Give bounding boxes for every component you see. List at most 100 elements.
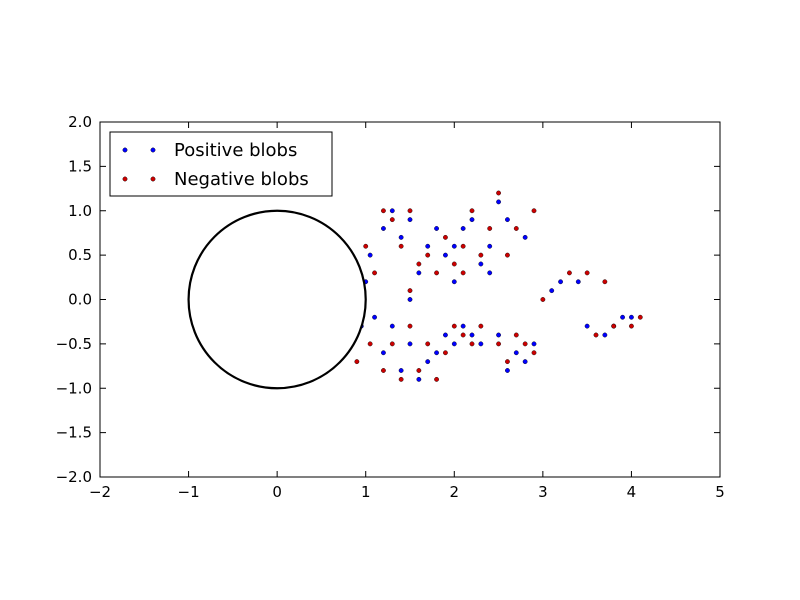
point-negative-43 (355, 359, 359, 363)
point-negative-6 (496, 191, 500, 195)
point-positive-0 (390, 209, 394, 213)
point-negative-18 (426, 342, 430, 346)
unit-circle (189, 211, 366, 389)
point-negative-19 (443, 351, 447, 355)
y-tick-label: 1.5 (68, 157, 92, 175)
point-negative-31 (470, 342, 474, 346)
point-negative-5 (479, 253, 483, 257)
point-positive-5 (479, 262, 483, 266)
point-negative-4 (461, 244, 465, 248)
point-negative-47 (461, 271, 465, 275)
point-positive-39 (629, 315, 633, 319)
point-positive-12 (399, 235, 403, 239)
legend-marker-negative (151, 177, 155, 181)
point-negative-15 (381, 209, 385, 213)
x-tick-label: 3 (538, 483, 548, 501)
point-negative-41 (368, 342, 372, 346)
point-negative-26 (434, 377, 438, 381)
point-positive-22 (496, 333, 500, 337)
circle-layer (189, 211, 366, 389)
point-positive-13 (434, 226, 438, 230)
x-tick-label: −1 (178, 483, 200, 501)
point-positive-16 (390, 324, 394, 328)
point-positive-29 (399, 368, 403, 372)
point-negative-30 (381, 368, 385, 372)
x-tick-label: 5 (715, 483, 725, 501)
point-negative-27 (452, 324, 456, 328)
point-positive-21 (479, 342, 483, 346)
point-positive-35 (603, 333, 607, 337)
point-positive-19 (443, 333, 447, 337)
legend: Positive blobs Negative blobs (110, 132, 332, 196)
legend-marker-positive (151, 148, 155, 152)
y-tick-label: 0.5 (68, 246, 92, 264)
point-negative-14 (488, 226, 492, 230)
point-positive-1 (408, 217, 412, 221)
y-tick-label: 1.0 (68, 202, 92, 220)
legend-label-positive: Positive blobs (174, 140, 297, 161)
point-negative-22 (496, 342, 500, 346)
point-positive-27 (452, 342, 456, 346)
point-positive-37 (550, 288, 554, 292)
point-negative-45 (523, 342, 527, 346)
point-negative-24 (532, 351, 536, 355)
point-negative-32 (567, 271, 571, 275)
point-positive-24 (532, 342, 536, 346)
point-positive-46 (408, 297, 412, 301)
point-positive-14 (488, 244, 492, 248)
point-positive-8 (523, 235, 527, 239)
point-positive-47 (452, 280, 456, 284)
point-positive-32 (558, 280, 562, 284)
point-positive-17 (408, 342, 412, 346)
point-negative-12 (399, 244, 403, 248)
point-negative-34 (594, 333, 598, 337)
point-positive-15 (381, 226, 385, 230)
y-tick-label: −0.5 (56, 335, 92, 353)
point-positive-23 (514, 351, 518, 355)
point-positive-43 (372, 315, 376, 319)
point-positive-10 (452, 244, 456, 248)
x-tick-label: 4 (627, 483, 637, 501)
point-positive-18 (426, 359, 430, 363)
y-tick-label: 2.0 (68, 113, 92, 131)
point-negative-44 (505, 253, 509, 257)
point-positive-28 (505, 368, 509, 372)
x-tick-label: 0 (272, 483, 282, 501)
point-negative-46 (408, 288, 412, 292)
point-negative-39 (638, 315, 642, 319)
point-negative-33 (585, 271, 589, 275)
point-positive-26 (434, 351, 438, 355)
point-positive-3 (443, 253, 447, 257)
x-tick-label: 2 (450, 483, 460, 501)
point-negative-17 (408, 324, 412, 328)
point-negative-35 (612, 324, 616, 328)
y-tick-label: 0.0 (68, 291, 92, 309)
point-positive-36 (620, 315, 624, 319)
x-tick-label: −2 (89, 483, 111, 501)
point-positive-31 (470, 333, 474, 337)
point-negative-40 (364, 244, 368, 248)
point-positive-42 (368, 253, 372, 257)
point-positive-2 (426, 244, 430, 248)
point-negative-2 (426, 253, 430, 257)
point-positive-6 (496, 200, 500, 204)
point-negative-37 (541, 297, 545, 301)
point-positive-25 (417, 377, 421, 381)
point-negative-11 (470, 209, 474, 213)
point-positive-45 (523, 359, 527, 363)
point-negative-13 (434, 271, 438, 275)
point-negative-16 (390, 342, 394, 346)
y-tick-label: −1.0 (56, 379, 92, 397)
point-negative-21 (479, 324, 483, 328)
point-negative-3 (443, 235, 447, 239)
y-tick-label: −1.5 (56, 424, 92, 442)
point-negative-28 (505, 359, 509, 363)
point-positive-30 (381, 351, 385, 355)
point-negative-42 (372, 271, 376, 275)
point-negative-20 (461, 333, 465, 337)
legend-marker-positive (123, 148, 127, 152)
point-negative-25 (417, 368, 421, 372)
point-positive-20 (461, 324, 465, 328)
point-positive-34 (585, 324, 589, 328)
point-positive-7 (505, 217, 509, 221)
